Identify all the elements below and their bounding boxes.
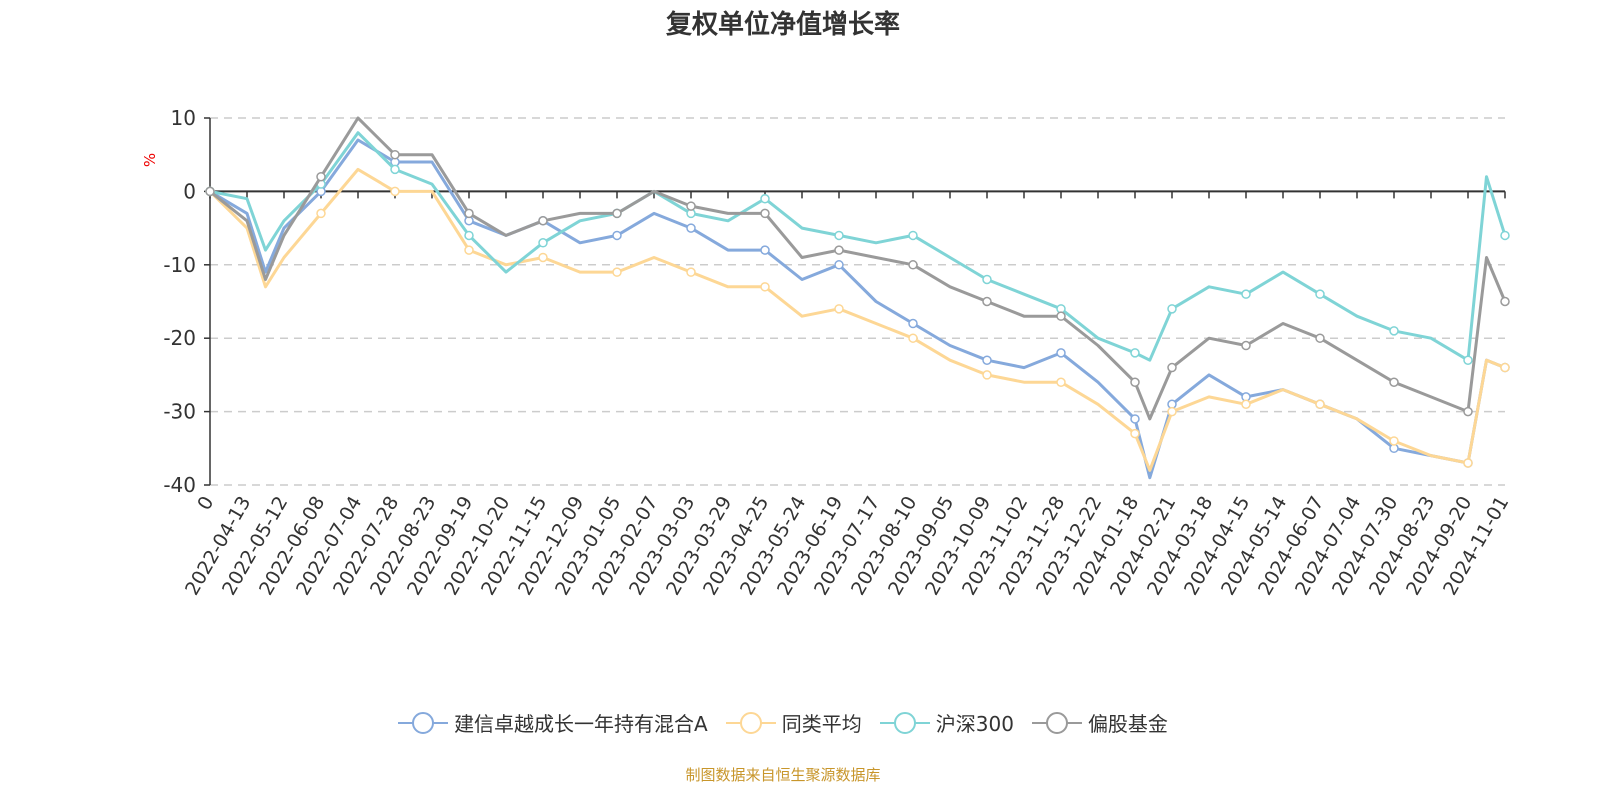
data-point: [1241, 399, 1251, 410]
data-point: [760, 208, 770, 219]
data-point: [464, 245, 474, 255]
legend-marker-icon: [398, 711, 449, 734]
data-point: [982, 274, 992, 285]
data-point: [982, 296, 992, 307]
data-point: [316, 171, 326, 182]
data-point: [834, 230, 844, 241]
data-point: [612, 208, 622, 219]
data-point: [464, 208, 474, 219]
data-point: [390, 186, 400, 197]
data-point: [1500, 362, 1510, 373]
data-point: [538, 216, 548, 226]
data-point: [1056, 348, 1066, 358]
legend-label: 同类平均: [781, 712, 862, 736]
data-point: [612, 230, 622, 241]
data-point: [1167, 406, 1177, 417]
data-point: [1500, 296, 1510, 307]
data-point: [908, 230, 918, 241]
legend-item[interactable]: 沪深300: [879, 708, 1014, 737]
data-point: [686, 223, 696, 233]
data-point: [1130, 377, 1140, 387]
data-point: [1167, 304, 1177, 314]
data-point: [1056, 377, 1066, 387]
series-line-1: [208, 167, 1506, 472]
data-point: [686, 267, 696, 277]
data-point: [760, 282, 770, 292]
legend-label: 偏股基金: [1087, 712, 1168, 736]
legend-label: 建信卓越成长一年持有混合A: [454, 712, 708, 736]
data-point: [1241, 340, 1251, 351]
data-point: [982, 370, 992, 380]
y-axis-label: %: [141, 153, 159, 167]
legend-item[interactable]: 偏股基金: [1031, 708, 1168, 737]
data-point: [1389, 377, 1399, 387]
data-point: [1463, 458, 1473, 468]
line-chart: 100-10-20-30-40%02022-04-132022-05-12202…: [141, 106, 1513, 599]
y-tick-label: 0: [183, 179, 196, 203]
data-point: [1167, 362, 1177, 373]
data-point: [1389, 436, 1399, 446]
legend-label: 沪深300: [935, 712, 1014, 736]
data-point: [908, 333, 918, 343]
data-point: [834, 245, 844, 255]
data-point: [908, 318, 918, 329]
series-line-3: [209, 116, 1507, 421]
legend-item[interactable]: 建信卓越成长一年持有混合A: [398, 708, 708, 737]
data-point: [1241, 289, 1251, 299]
data-point: [760, 245, 770, 255]
y-tick-label: 10: [171, 106, 196, 130]
legend-marker-icon: [1031, 711, 1082, 734]
data-point: [538, 252, 548, 263]
data-point: [205, 186, 215, 197]
legend-marker-icon: [725, 711, 776, 734]
data-point: [1463, 406, 1473, 417]
data-point: [538, 238, 548, 248]
data-point: [1130, 414, 1140, 424]
data-point: [1315, 289, 1325, 299]
data-source-note: 制图数据来自恒生聚源数据库: [685, 766, 881, 784]
data-point: [760, 193, 770, 204]
data-point: [908, 260, 918, 270]
data-point: [612, 267, 622, 277]
data-point: [686, 201, 696, 211]
data-point: [834, 260, 844, 270]
data-point: [390, 149, 400, 160]
data-point: [464, 230, 474, 241]
legend-marker-icon: [879, 711, 930, 734]
data-point: [1130, 348, 1140, 358]
series-line-2: [209, 131, 1507, 362]
data-point: [982, 355, 992, 365]
legend: 建信卓越成长一年持有混合A 同类平均 沪深300 偏股基金: [0, 708, 1566, 737]
data-point: [390, 164, 400, 175]
legend-item[interactable]: 同类平均: [725, 708, 862, 737]
data-point: [1056, 311, 1066, 321]
data-point: [1463, 355, 1473, 365]
data-point: [1389, 326, 1399, 336]
data-point: [316, 208, 326, 219]
data-point: [1315, 333, 1325, 343]
x-tick-label: 0: [193, 493, 218, 514]
data-point: [1315, 399, 1325, 410]
y-tick-label: -10: [163, 253, 196, 277]
y-tick-label: -20: [163, 326, 196, 350]
data-point: [834, 304, 844, 314]
y-tick-label: -40: [163, 473, 196, 497]
chart-title: 复权单位净值增长率: [665, 10, 900, 40]
data-point: [1500, 230, 1510, 241]
data-point: [1130, 428, 1140, 439]
y-tick-label: -30: [163, 400, 196, 424]
